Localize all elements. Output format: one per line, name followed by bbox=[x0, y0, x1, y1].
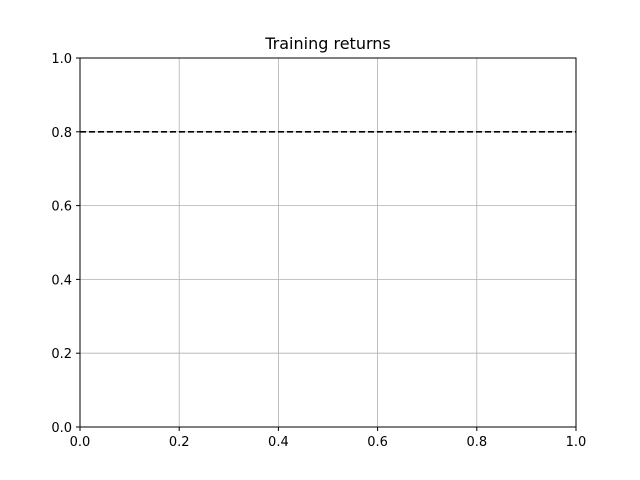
y-tick-label: 0.2 bbox=[51, 347, 72, 362]
x-tick-label: 0.0 bbox=[70, 435, 91, 450]
x-tick-label: 0.8 bbox=[466, 435, 487, 450]
x-tick-label: 0.2 bbox=[169, 435, 190, 450]
y-tick-label: 1.0 bbox=[51, 52, 72, 67]
y-tick-label: 0.8 bbox=[51, 126, 72, 141]
x-tick-label: 0.6 bbox=[367, 435, 388, 450]
axis-ticks: 0.0 0.2 0.4 0.6 0.8 1.0 0.0 0.2 0.4 0.6 0.8 1.0 bbox=[51, 52, 586, 450]
y-tick-label: 0.4 bbox=[51, 273, 72, 288]
x-tick-label: 1.0 bbox=[566, 435, 587, 450]
y-tick-label: 0.6 bbox=[51, 200, 72, 215]
chart-title: Training returns bbox=[264, 34, 390, 53]
plot-area-frame bbox=[79, 57, 577, 428]
x-tick-label: 0.4 bbox=[268, 435, 289, 450]
y-tick-label: 0.0 bbox=[51, 421, 72, 436]
